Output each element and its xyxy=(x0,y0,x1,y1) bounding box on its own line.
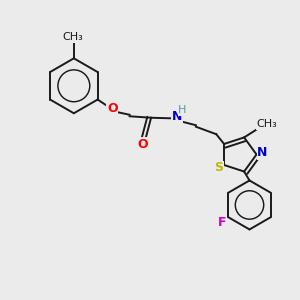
Text: N: N xyxy=(172,110,182,123)
Text: CH₃: CH₃ xyxy=(62,32,83,42)
Text: N: N xyxy=(257,146,268,160)
Text: O: O xyxy=(137,137,148,151)
Text: O: O xyxy=(107,102,118,115)
Text: H: H xyxy=(178,105,187,115)
Text: CH₃: CH₃ xyxy=(257,119,278,129)
Text: F: F xyxy=(218,216,226,229)
Text: S: S xyxy=(214,161,223,175)
